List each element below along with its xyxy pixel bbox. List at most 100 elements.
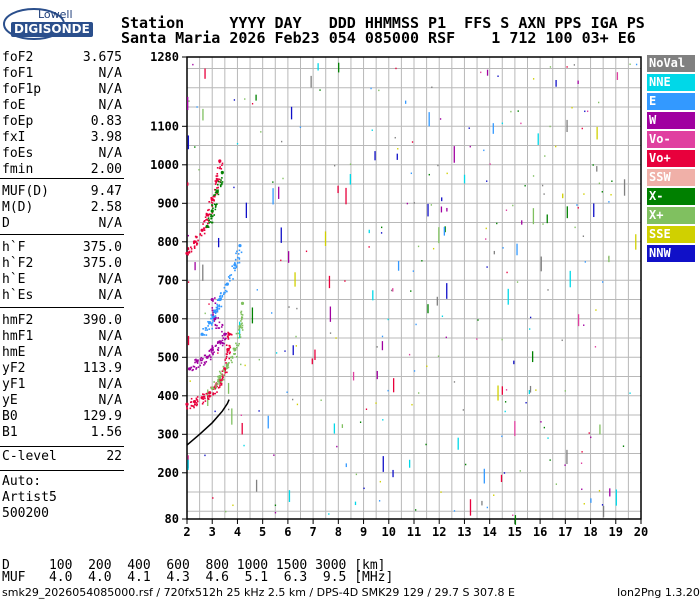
- param-fof1: foF1 N/A: [2, 66, 122, 82]
- trace-echo: [236, 250, 238, 253]
- trace-echo: [217, 386, 220, 389]
- param-name: D: [2, 216, 10, 231]
- trace-echo: [219, 342, 222, 345]
- trace-echo: [208, 201, 210, 203]
- noise-echo: [485, 227, 487, 230]
- trace-echo: [223, 342, 225, 345]
- noise-echo: [576, 204, 578, 206]
- trace-echo: [220, 381, 223, 383]
- footer-version: Ion2Png 1.3.20: [617, 586, 700, 599]
- legend-item-noval: NoVal: [647, 55, 695, 72]
- trace-echo: [229, 345, 231, 347]
- noise-echo: [514, 421, 516, 437]
- trace-echo: [214, 302, 217, 305]
- param-value: 129.9: [82, 409, 122, 424]
- noise-echo: [453, 381, 456, 383]
- x-tick-label: 11: [407, 525, 421, 539]
- trace-echo: [225, 353, 228, 355]
- noise-echo: [549, 66, 552, 68]
- trace-echo: [221, 295, 224, 298]
- noise-echo: [486, 266, 488, 268]
- noise-echo: [273, 454, 275, 456]
- param-h-e: h`E N/A: [2, 272, 122, 288]
- x-tick-label: 20: [634, 525, 648, 539]
- noise-echo: [469, 145, 471, 148]
- trace-echo: [216, 167, 219, 169]
- noise-echo: [333, 164, 336, 167]
- noise-echo: [547, 289, 549, 291]
- param-name: yE: [2, 393, 18, 408]
- trace-echo: [193, 247, 196, 249]
- trace-echo: [213, 387, 215, 390]
- noise-echo: [616, 72, 619, 80]
- trace-echo: [195, 236, 198, 239]
- trace-echo: [185, 403, 188, 405]
- noise-echo: [505, 209, 508, 211]
- param-name: yF2: [2, 361, 26, 376]
- trace-echo: [241, 329, 244, 331]
- param-name: h`Es: [2, 288, 34, 303]
- noise-echo: [194, 262, 196, 271]
- trace-echo: [196, 396, 199, 398]
- noise-echo: [440, 206, 443, 213]
- trace-echo: [202, 398, 205, 400]
- trace-echo: [190, 366, 193, 369]
- trace-echo: [234, 264, 237, 267]
- trace-echo: [204, 397, 206, 400]
- noise-echo: [540, 256, 542, 272]
- trace-echo: [195, 240, 197, 243]
- footer-metadata: smk29_2026054085000.rsf / 720fx512h 25 k…: [2, 586, 515, 599]
- noise-echo: [505, 389, 508, 391]
- noise-echo: [187, 234, 190, 237]
- legend-item-nne: NNE: [647, 74, 695, 91]
- trace-echo: [193, 246, 196, 248]
- trace-echo: [195, 398, 198, 401]
- trace-echo: [205, 327, 208, 329]
- noise-echo: [371, 129, 373, 131]
- param-h-f: h`F 375.0: [2, 240, 122, 256]
- trace-echo: [210, 197, 213, 199]
- x-tick-label: 4: [234, 525, 241, 539]
- param-name: M(D): [2, 200, 34, 215]
- trace-echo: [218, 295, 221, 298]
- trace-echo: [211, 205, 214, 208]
- trace-echo: [203, 393, 205, 396]
- trace-echo: [240, 313, 243, 316]
- noise-echo: [629, 63, 631, 66]
- noise-echo: [271, 312, 273, 314]
- trace-echo: [200, 362, 203, 364]
- noise-echo: [430, 204, 433, 206]
- noise-echo: [232, 504, 234, 507]
- noise-echo: [233, 99, 236, 101]
- param-b1: B1 1.56: [2, 425, 122, 441]
- logo-text-lowell: Lowell: [38, 8, 73, 21]
- trace-echo: [207, 215, 210, 217]
- trace-echo: [220, 183, 223, 186]
- trace-echo: [207, 325, 209, 327]
- noise-echo: [408, 353, 411, 356]
- param-value: N/A: [98, 329, 122, 344]
- noise-echo: [529, 316, 532, 319]
- noise-echo: [274, 511, 277, 514]
- noise-echo: [392, 469, 394, 478]
- trace-echo: [229, 274, 231, 277]
- trace-point: [210, 386, 214, 390]
- x-tick-label: 16: [533, 525, 547, 539]
- noise-echo: [251, 307, 254, 324]
- param-name: hmF2: [2, 313, 34, 328]
- trace-echo: [217, 347, 220, 349]
- param-fmin: fmin 2.00: [2, 162, 122, 178]
- trace-echo: [213, 351, 215, 353]
- trace-echo: [193, 406, 195, 409]
- trace-echo: [199, 358, 202, 360]
- noise-echo: [387, 389, 389, 392]
- trace-echo: [218, 327, 221, 329]
- param-value: N/A: [98, 82, 122, 97]
- trace-echo: [200, 333, 203, 336]
- trace-echo: [203, 361, 206, 364]
- noise-echo: [492, 123, 494, 134]
- param-name: B0: [2, 409, 18, 424]
- noise-echo: [287, 251, 290, 263]
- param-yf2: yF2 113.9: [2, 361, 122, 377]
- noise-echo: [282, 177, 284, 180]
